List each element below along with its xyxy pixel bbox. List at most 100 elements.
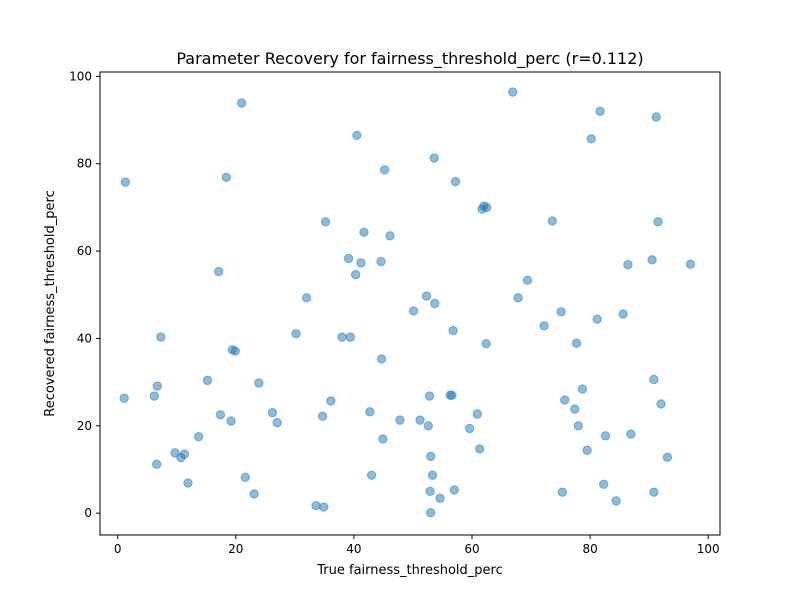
data-point [472,409,483,419]
data-point [365,407,375,417]
data-point [435,493,445,504]
data-point [319,502,329,512]
y-tick-label: 20 [77,419,92,433]
data-point [226,416,236,426]
data-point [522,275,533,286]
data-point [421,291,432,301]
data-point [395,415,405,425]
data-point [647,255,657,265]
data-point [649,487,659,497]
data-point [254,378,264,388]
data-point [450,176,461,187]
data-point [595,106,605,117]
plot-area: 0 20 40 60 80 100 0 20 40 60 80 100 [69,69,721,556]
data-points [119,87,696,518]
data-point [267,408,278,418]
data-point [221,172,232,182]
data-point [425,486,435,497]
x-axis-label: True fairness_threshold_perc [316,563,502,578]
data-point [240,472,250,483]
data-point [301,293,312,303]
data-point [560,395,570,405]
data-point [556,307,566,317]
data-point [427,470,438,480]
data-point [149,391,160,401]
data-point [623,259,633,270]
x-tick-label: 20 [228,542,243,556]
data-point [120,177,131,187]
data-point [359,227,369,238]
data-point [577,384,588,394]
data-point [156,332,166,342]
data-point [573,421,583,431]
data-point [249,489,259,499]
data-point [449,485,459,495]
data-point [376,256,386,267]
data-point [320,217,331,227]
data-point [582,445,592,455]
data-point [447,390,457,400]
data-point [557,487,568,497]
data-point [539,321,549,331]
data-point [350,269,361,280]
data-point [592,314,602,324]
data-point [415,415,425,425]
y-axis-ticks: 0 20 40 60 80 100 [69,69,100,520]
x-tick-label: 40 [346,542,361,556]
data-point [547,216,557,226]
data-point [425,508,436,518]
data-point [408,306,419,316]
data-point [291,328,301,339]
data-point [685,259,696,269]
data-point [653,217,663,227]
data-point [379,165,390,175]
data-point [230,346,240,356]
x-tick-label: 80 [582,542,597,556]
data-point [326,396,336,406]
data-point [151,459,162,469]
data-point [481,338,491,349]
data-point [662,452,673,462]
data-point [385,231,395,241]
data-point [429,153,439,163]
data-point [237,98,247,108]
data-point [570,404,580,414]
data-point [482,202,492,213]
data-point [378,434,388,444]
data-point [183,478,193,488]
data-point [213,266,224,277]
data-point [513,293,523,303]
data-point [356,258,366,268]
data-point [430,298,440,309]
data-point [366,470,377,480]
data-point [423,421,433,431]
chart-title: Parameter Recovery for fairness_threshol… [176,49,643,69]
x-axis-ticks: 0 20 40 60 80 100 [114,535,720,556]
data-point [508,87,518,97]
data-point [424,391,435,401]
y-tick-label: 0 [84,506,92,520]
y-tick-label: 80 [77,157,92,171]
data-point [343,253,354,264]
y-tick-label: 60 [77,244,92,258]
data-point [464,423,475,434]
y-axis-label: Recovered fairness_threshold_perc [43,190,58,416]
data-point [152,381,162,391]
data-point [611,496,621,506]
data-point [626,429,636,439]
data-point [571,338,582,348]
data-point [119,393,129,403]
data-point [598,479,609,490]
data-point [425,451,436,462]
data-point [474,444,485,454]
data-point [651,112,661,122]
x-tick-label: 60 [464,542,479,556]
data-point [376,354,387,364]
data-point [337,332,347,342]
data-point [202,375,213,386]
data-point [193,432,204,442]
data-point [618,309,628,319]
y-tick-label: 40 [77,331,92,345]
data-point [600,431,611,441]
data-point [649,374,659,385]
